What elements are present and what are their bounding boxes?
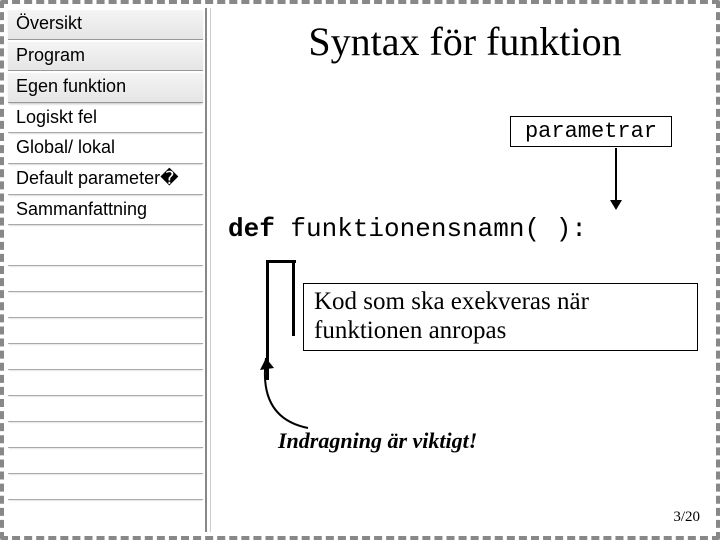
def-line: def funktionensnamn( ): — [228, 214, 587, 244]
sidebar-item-label: Egen funktion — [16, 76, 126, 96]
page-number: 3/20 — [673, 509, 700, 526]
page-current: 3 — [673, 509, 681, 525]
sidebar-item-oversikt[interactable]: Översikt — [8, 8, 203, 40]
slide-inner: Översikt Program Egen funktion Logiskt f… — [8, 8, 712, 532]
sidebar-item-label: Översikt — [16, 13, 82, 33]
slide-title: Syntax för funktion — [238, 18, 692, 65]
filler-line — [8, 240, 203, 266]
code-box: Kod som ska exekveras när funktionen anr… — [303, 283, 698, 351]
sidebar-item-logiskt-fel[interactable]: Logiskt fel — [8, 103, 203, 134]
sidebar-list: Översikt Program Egen funktion Logiskt f… — [8, 8, 203, 225]
sidebar-item-label: Default parameter� — [16, 168, 179, 188]
code-box-text: Kod som ska exekveras när funktionen anr… — [314, 288, 589, 344]
slide-frame: Översikt Program Egen funktion Logiskt f… — [0, 0, 720, 540]
indent-vert — [292, 260, 295, 336]
sidebar-item-label: Sammanfattning — [16, 199, 147, 219]
sidebar-item-label: Logiskt fel — [16, 107, 97, 127]
sidebar-item-label: Global/ lokal — [16, 137, 115, 157]
indent-left — [266, 260, 269, 380]
sidebar-item-sammanfattning[interactable]: Sammanfattning — [8, 195, 203, 226]
sidebar-item-default-parameter[interactable]: Default parameter� — [8, 164, 203, 195]
main-content: Syntax för funktion parametrar def funkt… — [218, 8, 712, 532]
filler-line — [8, 266, 203, 292]
filler-line — [8, 344, 203, 370]
param-label-box: parametrar — [510, 116, 672, 147]
param-label-text: parametrar — [525, 119, 657, 144]
sidebar-item-label: Program — [16, 45, 85, 65]
filler-line — [8, 292, 203, 318]
def-paren-space — [540, 214, 556, 244]
param-arrow — [615, 148, 617, 208]
page-total: 20 — [685, 509, 700, 525]
vertical-divider — [205, 8, 211, 532]
def-funcname: funktionensnamn — [290, 214, 524, 244]
sidebar-item-program[interactable]: Program — [8, 40, 203, 72]
sidebar-item-global-lokal[interactable]: Global/ lokal — [8, 133, 203, 164]
filler-line — [8, 396, 203, 422]
filler-line — [8, 448, 203, 474]
filler-line — [8, 422, 203, 448]
def-paren-close: ): — [556, 214, 587, 244]
sidebar: Översikt Program Egen funktion Logiskt f… — [8, 8, 203, 532]
sidebar-filler — [8, 240, 203, 514]
def-keyword: def — [228, 214, 275, 244]
indent-note: Indragning är viktigt! — [278, 428, 477, 454]
filler-line — [8, 474, 203, 500]
filler-line — [8, 318, 203, 344]
sidebar-item-egen-funktion[interactable]: Egen funktion — [8, 71, 203, 103]
indent-bracket — [266, 260, 296, 380]
filler-line — [8, 370, 203, 396]
def-paren-open: ( — [524, 214, 540, 244]
